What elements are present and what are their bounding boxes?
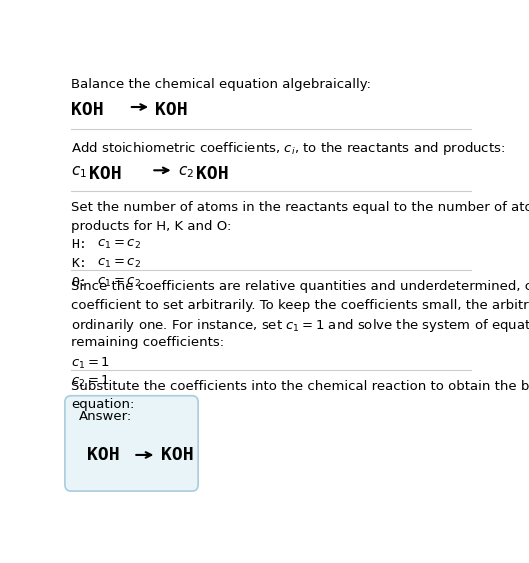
Text: equation:: equation: (71, 399, 134, 412)
Text: $c_1 = c_2$: $c_1 = c_2$ (97, 276, 141, 289)
Text: ordinarily one. For instance, set $c_1 = 1$ and solve the system of equations fo: ordinarily one. For instance, set $c_1 =… (71, 318, 529, 334)
Text: $c_1 = 1$: $c_1 = 1$ (71, 356, 110, 371)
Text: $c_1$: $c_1$ (71, 164, 87, 180)
Text: $c_2 = 1$: $c_2 = 1$ (71, 374, 110, 388)
Text: $c_1 = c_2$: $c_1 = c_2$ (97, 238, 141, 252)
Text: K:: K: (71, 257, 87, 270)
Text: O:: O: (71, 276, 87, 289)
Text: KOH: KOH (196, 164, 229, 182)
Text: KOH: KOH (87, 446, 119, 464)
FancyBboxPatch shape (65, 396, 198, 491)
Text: Add stoichiometric coefficients, $c_i$, to the reactants and products:: Add stoichiometric coefficients, $c_i$, … (71, 140, 505, 157)
Text: products for H, K and O:: products for H, K and O: (71, 220, 231, 233)
Text: KOH: KOH (161, 446, 194, 464)
Text: $c_1 = c_2$: $c_1 = c_2$ (97, 257, 141, 270)
Text: Substitute the coefficients into the chemical reaction to obtain the balanced: Substitute the coefficients into the che… (71, 379, 529, 392)
Text: H:: H: (71, 238, 87, 251)
Text: Since the coefficients are relative quantities and underdetermined, choose a: Since the coefficients are relative quan… (71, 280, 529, 293)
Text: $c_2$: $c_2$ (178, 164, 194, 180)
Text: KOH: KOH (156, 101, 188, 119)
Text: KOH: KOH (89, 164, 122, 182)
Text: coefficient to set arbitrarily. To keep the coefficients small, the arbitrary va: coefficient to set arbitrarily. To keep … (71, 298, 529, 312)
Text: Set the number of atoms in the reactants equal to the number of atoms in the: Set the number of atoms in the reactants… (71, 201, 529, 214)
Text: KOH: KOH (71, 101, 104, 119)
Text: Answer:: Answer: (78, 410, 132, 423)
Text: remaining coefficients:: remaining coefficients: (71, 336, 224, 349)
Text: Balance the chemical equation algebraically:: Balance the chemical equation algebraica… (71, 78, 371, 91)
